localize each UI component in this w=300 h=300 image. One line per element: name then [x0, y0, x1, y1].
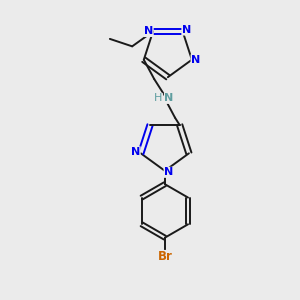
Text: N: N	[164, 167, 173, 177]
Text: N: N	[131, 147, 140, 157]
Text: N: N	[164, 93, 174, 103]
Text: H: H	[154, 93, 162, 103]
Text: N: N	[191, 55, 200, 65]
Text: N: N	[182, 25, 191, 35]
Text: N: N	[144, 26, 153, 37]
Text: Br: Br	[158, 250, 172, 263]
